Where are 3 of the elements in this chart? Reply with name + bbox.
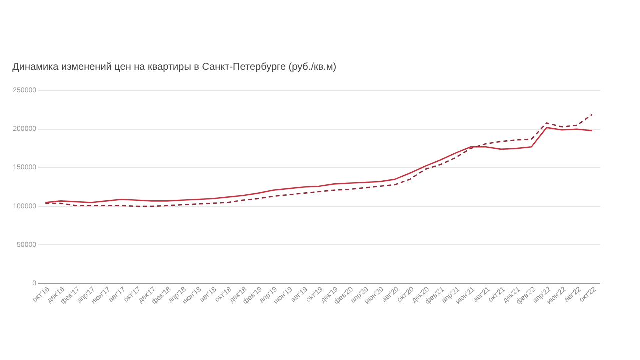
line-series bbox=[44, 127, 594, 204]
line-series bbox=[44, 114, 594, 208]
chart-title: Динамика изменений цен на квартиры в Санкт-Петербурге (руб./кв.м) bbox=[12, 62, 337, 73]
